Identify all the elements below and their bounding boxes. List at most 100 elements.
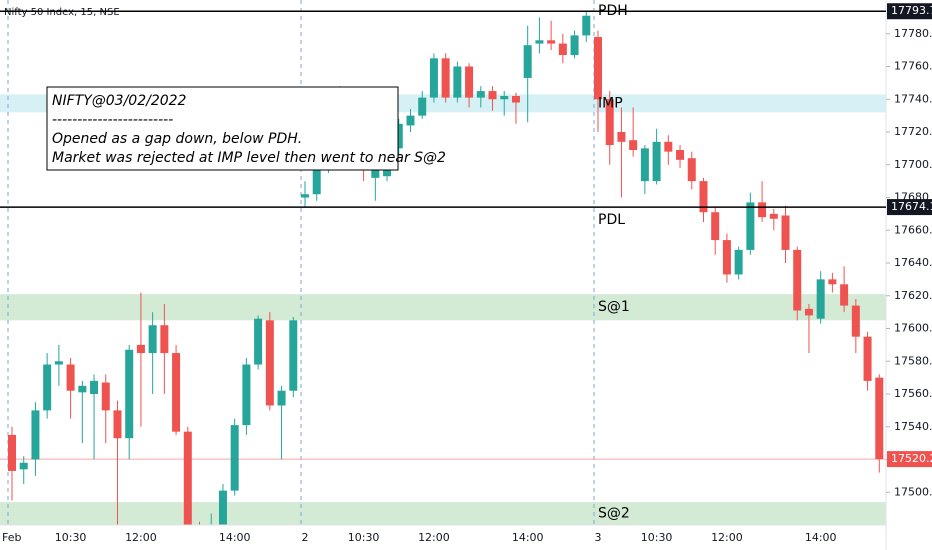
candle-body: [8, 434, 16, 471]
price-badge: [887, 451, 932, 468]
x-tick-label: 3: [595, 531, 602, 544]
x-tick-label: Feb: [2, 531, 21, 544]
candle-body: [19, 462, 28, 470]
candle-body: [160, 325, 169, 354]
y-tick-label: 17500.00: [894, 485, 932, 498]
candle-body: [265, 320, 274, 406]
annotation-text: ------------------------: [52, 112, 173, 128]
y-tick-label: 17620.00: [894, 289, 932, 302]
candle-body: [183, 431, 192, 525]
y-tick-label: 17660.00: [894, 223, 932, 236]
x-tick-label: 12:00: [418, 531, 450, 544]
candle-body: [476, 91, 485, 98]
candle-body: [125, 349, 134, 439]
price-badge: [887, 199, 932, 216]
candle-body: [78, 385, 87, 393]
candle-body: [558, 43, 567, 56]
zone-label: IMP: [598, 95, 623, 111]
candle-body: [781, 215, 790, 250]
candle-body: [758, 202, 767, 218]
candle-body: [734, 249, 743, 275]
zone: [0, 294, 886, 321]
candle-body: [640, 148, 649, 182]
price-badge: [887, 3, 932, 20]
candle-body: [711, 212, 720, 241]
candle-body: [851, 305, 860, 337]
y-tick-label: 17700.00: [894, 158, 932, 171]
candle-body: [66, 364, 75, 391]
annotation-text: Market was rejected at IMP level then we…: [52, 150, 446, 166]
chart-title: Nifty 50 Index, 15, NSE: [4, 7, 120, 18]
candle-body: [43, 364, 52, 411]
zone: [0, 502, 886, 525]
y-tick-label: 17720.00: [894, 125, 932, 138]
x-tick-label: 12:00: [125, 531, 157, 544]
candle-body: [148, 325, 157, 354]
candle-body: [289, 320, 298, 391]
y-tick-label: 17640.00: [894, 256, 932, 269]
candle-body: [793, 249, 802, 311]
candle-body: [699, 181, 708, 213]
price-badge-label: 17520.25: [891, 452, 932, 465]
x-tick-label: 10:30: [641, 531, 673, 544]
candle-body: [629, 140, 638, 151]
candle-body: [828, 279, 837, 285]
candle-body: [301, 194, 309, 198]
candle-body: [875, 377, 884, 460]
candle-body: [136, 344, 145, 354]
candle-body: [511, 95, 520, 103]
y-tick-label: 17780.00: [894, 27, 932, 40]
candle-body: [582, 15, 591, 36]
candle-body: [90, 380, 99, 394]
candle-body: [746, 202, 755, 250]
x-tick-label: 2: [302, 531, 309, 544]
annotation-text: NIFTY@03/02/2022: [52, 93, 187, 109]
candle-body: [535, 40, 544, 44]
candle-body: [406, 115, 415, 126]
candle-body: [54, 361, 63, 365]
x-tick-label: 10:30: [55, 531, 87, 544]
candle-body: [453, 66, 462, 98]
price-badge-label: 17674.15: [891, 200, 932, 213]
candle-body: [547, 40, 556, 44]
candle-body: [31, 410, 40, 460]
candle-body: [605, 99, 614, 146]
candle-body: [113, 410, 122, 439]
x-tick-label: 14:00: [805, 531, 837, 544]
y-tick-label: 17740.00: [894, 92, 932, 105]
candle-body: [488, 91, 497, 100]
level-label: PDL: [598, 212, 625, 228]
candle-body: [570, 35, 579, 56]
candle-body: [429, 58, 438, 98]
x-tick-label: 12:00: [711, 531, 743, 544]
annotation-text: Opened as a gap down, below PDH.: [52, 131, 302, 147]
y-tick-label: 17600.00: [894, 322, 932, 335]
candle-body: [687, 158, 696, 182]
candle-body: [863, 336, 872, 381]
candle-body: [676, 150, 685, 160]
candle-body: [218, 490, 227, 525]
candle-body: [172, 353, 181, 432]
candle-body: [465, 66, 474, 98]
candle-body: [196, 532, 204, 542]
candle-body: [769, 213, 778, 219]
y-tick-label: 17760.00: [894, 60, 932, 73]
candle-body: [840, 284, 849, 306]
y-tick-label: 17580.00: [894, 354, 932, 367]
zone-label: S@2: [598, 506, 630, 522]
candle-body: [664, 141, 673, 152]
candle-body: [617, 132, 626, 142]
candle-body: [101, 382, 110, 411]
annotation-box: [46, 86, 399, 171]
candle-body: [441, 58, 450, 98]
y-tick-label: 17560.00: [894, 387, 932, 400]
candle-body: [277, 390, 286, 406]
candle-body: [207, 525, 215, 541]
candle-body: [816, 279, 825, 319]
candle-body: [254, 318, 263, 365]
candle-body: [500, 95, 509, 100]
candle-body: [652, 141, 661, 182]
x-tick-label: 10:30: [348, 531, 380, 544]
candle-body: [230, 425, 239, 491]
